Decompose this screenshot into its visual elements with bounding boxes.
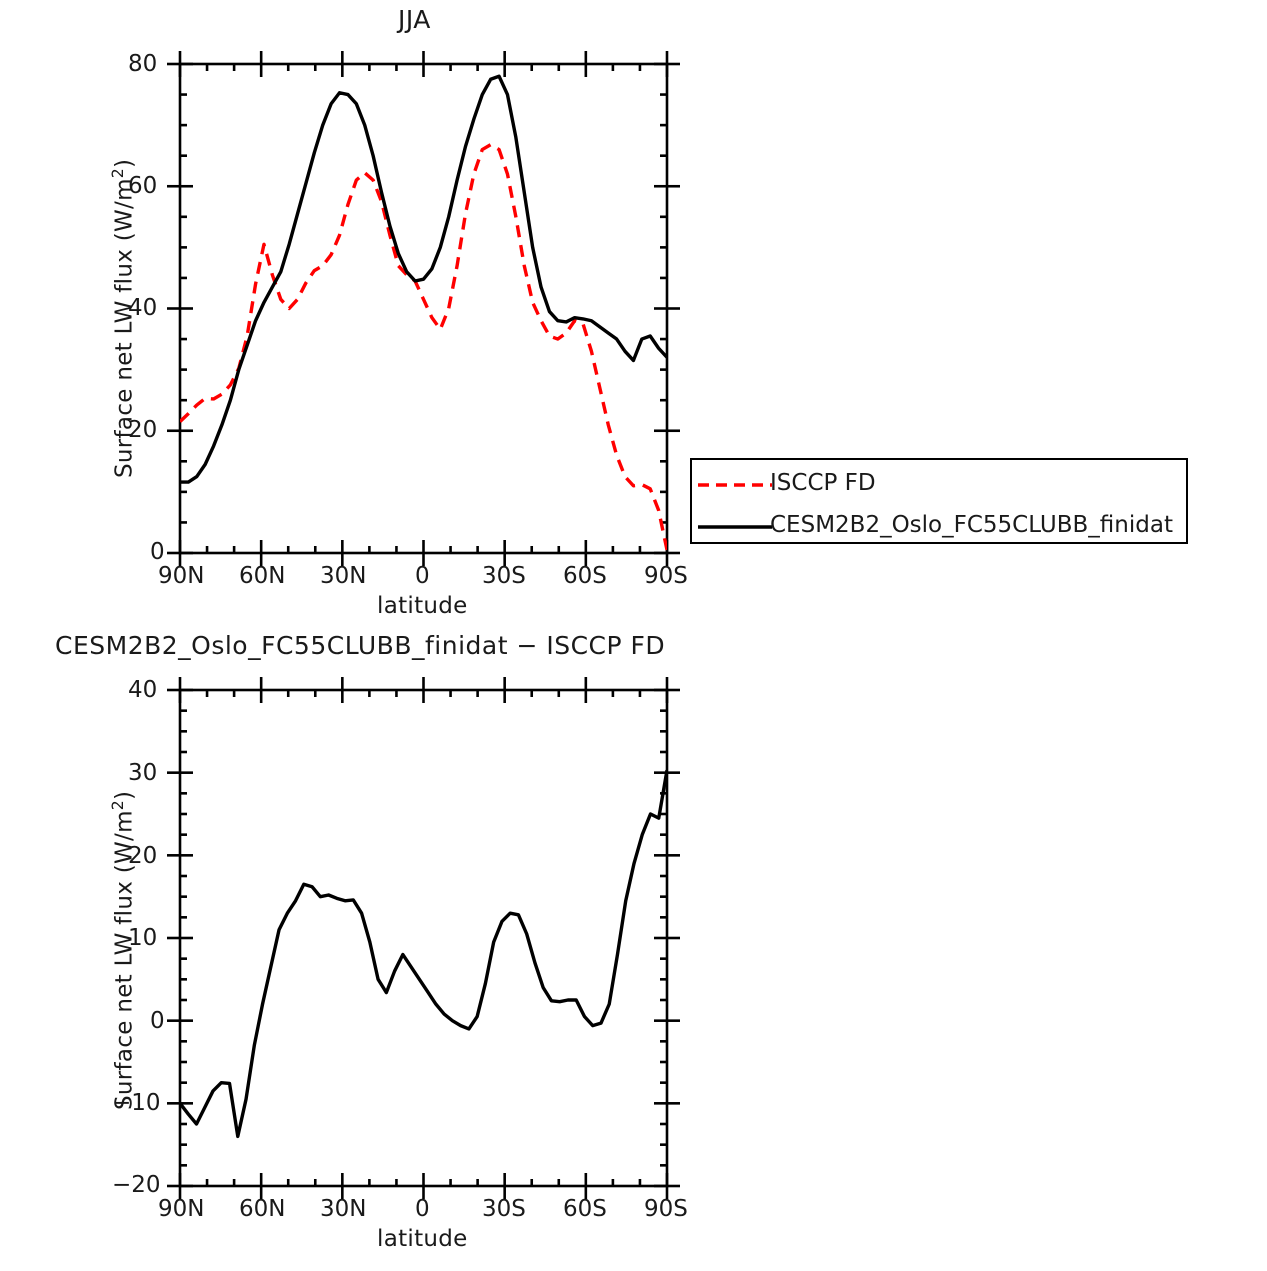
series-line-0 <box>180 142 667 551</box>
bottom-ytick-neg10: −10 <box>112 1090 161 1116</box>
top-ytick-60: 60 <box>128 173 158 199</box>
legend-label-cesm: CESM2B2_Oslo_FC55CLUBB_finidat <box>770 512 1173 538</box>
bottom-xtick-60S: 60S <box>563 1196 607 1222</box>
top-ytick-0: 0 <box>150 539 165 565</box>
bottom-panel-x-axis-label: latitude <box>377 1226 468 1252</box>
bottom-xtick-30S: 30S <box>482 1196 526 1222</box>
legend <box>690 458 1188 544</box>
top-panel: JJA Surface net LW flux (W/m2) 80 60 40 … <box>0 0 1267 630</box>
bottom-ytick-30: 30 <box>128 760 158 786</box>
top-xtick-90S: 90S <box>644 563 688 589</box>
legend-label-isccp: ISCCP FD <box>770 470 876 496</box>
top-xtick-0: 0 <box>415 563 430 589</box>
bottom-xtick-60N: 60N <box>239 1196 286 1222</box>
bottom-ytick-10: 10 <box>128 925 158 951</box>
top-ytick-40: 40 <box>128 295 158 321</box>
bottom-xtick-0: 0 <box>415 1196 430 1222</box>
top-ytick-80: 80 <box>128 51 158 77</box>
bottom-ytick-neg20: −20 <box>112 1172 161 1198</box>
legend-lines <box>698 483 772 529</box>
top-xtick-30S: 30S <box>482 563 526 589</box>
bottom-xtick-90N: 90N <box>158 1196 205 1222</box>
bottom-ytick-40: 40 <box>128 677 158 703</box>
series-line-1 <box>180 74 667 484</box>
bottom-xtick-30N: 30N <box>320 1196 367 1222</box>
top-panel-plot-area <box>167 51 680 566</box>
top-xtick-60N: 60N <box>239 563 286 589</box>
bottom-xtick-90S: 90S <box>644 1196 688 1222</box>
bottom-ytick-0: 0 <box>150 1008 165 1034</box>
top-xtick-60S: 60S <box>563 563 607 589</box>
top-panel-title: JJA <box>398 5 431 34</box>
top-ytick-20: 20 <box>128 417 158 443</box>
bottom-ytick-20: 20 <box>128 843 158 869</box>
bottom-panel-title: CESM2B2_Oslo_FC55CLUBB_finidat − ISCCP F… <box>55 631 666 660</box>
series-line-0 <box>180 769 667 1139</box>
top-xtick-30N: 30N <box>320 563 367 589</box>
top-panel-x-axis-label: latitude <box>377 593 468 619</box>
top-xtick-90N: 90N <box>158 563 205 589</box>
